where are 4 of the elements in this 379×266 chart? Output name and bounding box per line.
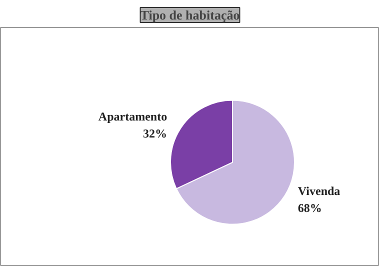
data-label: 32% xyxy=(143,126,168,140)
slice-label: Apartamento xyxy=(98,110,168,124)
slice-label: Vivenda xyxy=(298,184,340,198)
data-label: 68% xyxy=(298,200,322,215)
